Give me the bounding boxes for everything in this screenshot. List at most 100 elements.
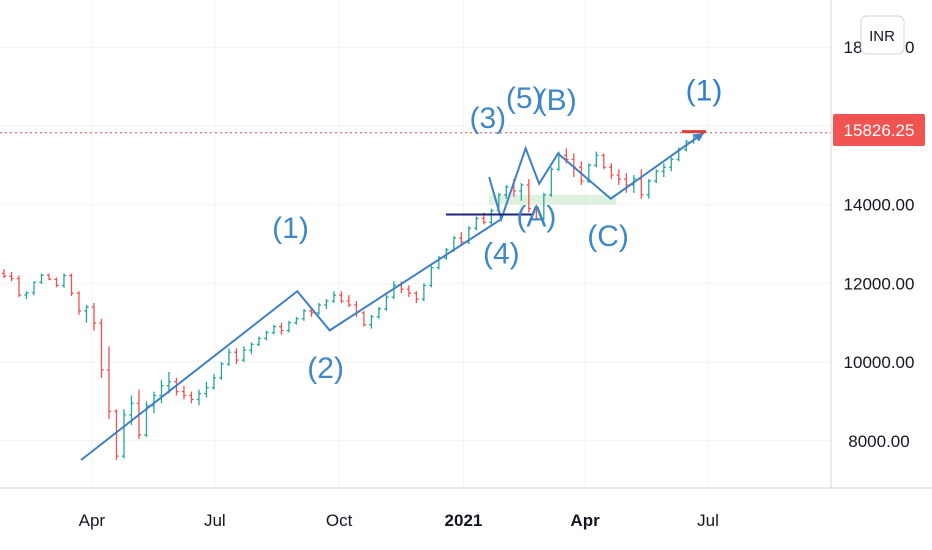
ohlc-bar [631,175,637,193]
ohlc-bar [159,379,164,404]
y-tick-label: 10000.00 [844,353,915,372]
ohlc-bar [204,381,209,398]
ohlc-bar [369,314,374,329]
ohlc-bar [46,273,52,281]
ohlc-bar [189,391,194,404]
wave-label: (4) [483,238,520,271]
ohlc-bar [421,283,427,302]
ohlc-bar [519,183,524,201]
wave-label: (B) [537,84,577,117]
ohlc-bar [346,295,352,307]
ohlc-bar [526,179,532,213]
ohlc-bar [406,285,412,298]
ohlc-bar [294,316,299,325]
ohlc-bar [616,169,622,185]
x-tick-label: Jul [697,511,719,530]
ohlc-bar [301,308,307,321]
ohlc-bar [601,153,607,170]
last-price-label: 15826.25 [844,121,915,140]
wave-label: (1) [272,212,309,245]
ohlc-bar [286,320,292,333]
wave-path [80,131,705,461]
ohlc-bar [121,409,127,459]
ohlc-bar [474,216,479,231]
wave-label: (C) [587,220,629,253]
ohlc-bar [384,295,389,311]
ohlc-bar [61,273,67,289]
y-tick-label: 14000.00 [844,196,915,215]
x-tick-label: Apr [570,511,600,530]
currency-button-background[interactable] [860,15,905,55]
x-tick-label: Oct [326,511,353,530]
ohlc-bar [264,330,269,341]
ohlc-bar [181,385,187,400]
wave-arrowhead [692,132,704,142]
ohlc-bar [594,151,599,168]
ohlc-bar [316,303,322,315]
ohlc-bar [331,291,337,304]
wave-label: (1) [686,74,723,107]
ohlc-bar [549,167,554,197]
ohlc-bars [1,131,704,461]
support-zone [489,194,617,205]
wave-labels: (1) (2) (3) (4) (5) (A) (B) (C) (1) [272,74,722,384]
ohlc-bar [241,346,247,363]
ohlc-bar [324,299,329,309]
ohlc-bar [279,322,284,335]
ohlc-bar [661,163,666,178]
ohlc-bar [414,291,419,304]
ohlc-bar [256,336,262,347]
wave-label: (A) [516,200,556,233]
ohlc-bar [459,232,464,246]
y-tick-label: 8000.00 [848,432,909,451]
x-tick-label: Apr [79,511,106,530]
ohlc-bar [91,303,97,331]
ohlc-bar [271,324,277,335]
wave-label: (5) [506,82,543,115]
ohlc-bar [99,318,104,378]
ohlc-bar [654,169,659,183]
ohlc-bar [669,157,674,172]
wave-label: (2) [307,352,344,385]
ohlc-bar [376,306,382,319]
ohlc-bar [361,310,367,327]
ohlc-bar [234,348,239,365]
ohlc-bar [339,291,344,304]
last-price-tag-background [833,114,925,146]
ohlc-bar [504,184,509,199]
ohlc-bar [54,277,59,288]
price-axis-background [831,0,932,488]
ohlc-bar [84,305,89,323]
ohlc-bar [144,401,149,437]
currency-label[interactable]: INR [869,28,895,45]
ohlc-bar [31,281,37,296]
elliott-wave-drawings [80,130,706,461]
last-price-tag: 15826.25 [833,114,925,146]
ohlc-bar [249,342,254,355]
ohlc-bar [39,273,44,285]
ohlc-bar [1,269,7,279]
ohlc-bar [76,291,82,315]
time-axis[interactable]: Apr Jul Oct 2021 Apr Jul [79,511,719,530]
currency-button[interactable]: INR [860,15,905,55]
ohlc-bar [489,208,494,227]
ohlc-bar [16,275,22,298]
ohlc-bar [624,173,629,193]
y-tick-label: 12000.00 [844,274,915,293]
ohlc-bar [24,291,29,300]
ohlc-bar [114,409,119,461]
ohlc-bar [639,169,644,199]
ohlc-bar [609,163,614,180]
ohlc-bar [646,179,651,199]
x-tick-label: Jul [204,511,226,530]
gridlines [0,0,831,488]
ohlc-bar [534,204,539,221]
x-tick-label: 2021 [445,511,483,530]
ohlc-bar [226,348,232,366]
support-zone-box [489,194,617,205]
ohlc-bar [429,265,434,288]
ohlc-bar [69,273,74,296]
wave-label: (3) [469,102,506,135]
ohlc-bar [9,271,14,282]
